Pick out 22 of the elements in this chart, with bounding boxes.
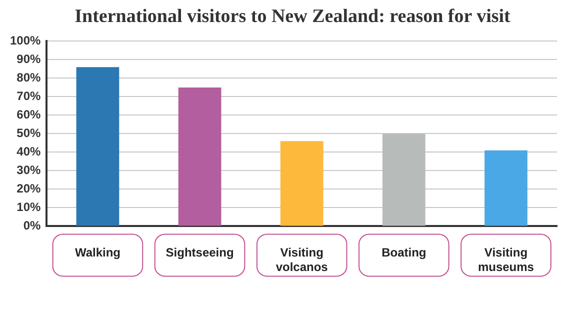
y-tick-label: 10% <box>16 200 42 214</box>
y-tick-label: 30% <box>16 163 42 178</box>
bar <box>76 67 120 226</box>
y-tick-label: 0% <box>23 218 42 233</box>
bar <box>178 87 222 226</box>
y-tick-label: 40% <box>16 144 42 159</box>
y-tick-label: 50% <box>16 126 42 140</box>
y-tick-label: 60% <box>16 108 42 122</box>
x-tick-label: Visiting volcanos <box>276 246 328 274</box>
bar <box>280 141 324 226</box>
y-tick-label: 80% <box>16 70 42 85</box>
bar <box>484 150 528 226</box>
y-tick-label: 70% <box>16 89 42 104</box>
x-tick-label: Walking <box>74 246 121 260</box>
y-tick-label: 90% <box>16 52 42 66</box>
x-tick-label: Sightseeing <box>166 246 234 260</box>
x-tick-label: Boating <box>382 246 426 260</box>
x-tick-label: Visiting museums <box>478 246 534 274</box>
y-tick-label: 100% <box>10 34 42 48</box>
chart-title: International visitors to New Zealand: reason for visit <box>74 6 512 28</box>
y-tick-label: 20% <box>16 182 42 196</box>
bar <box>382 134 426 226</box>
